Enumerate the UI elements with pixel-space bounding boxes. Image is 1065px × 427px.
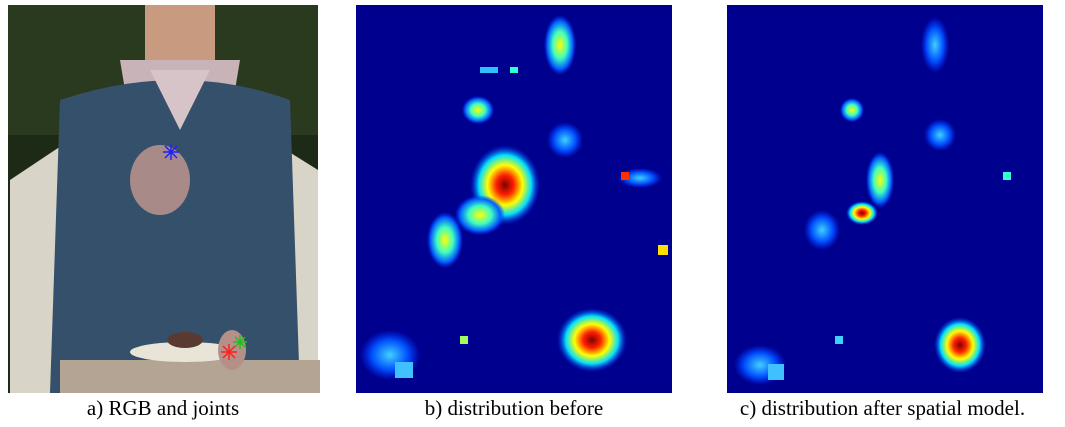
heatmap-before	[356, 5, 672, 393]
caption: a) RGB and joints	[86, 396, 240, 420]
caption: b) distribution before	[424, 396, 604, 420]
heatmap-after	[727, 5, 1043, 393]
rgb-photo	[8, 5, 320, 393]
panels	[8, 5, 1043, 393]
joint-markers	[163, 144, 247, 360]
caption: c) distribution after spatial model.	[739, 396, 1026, 420]
